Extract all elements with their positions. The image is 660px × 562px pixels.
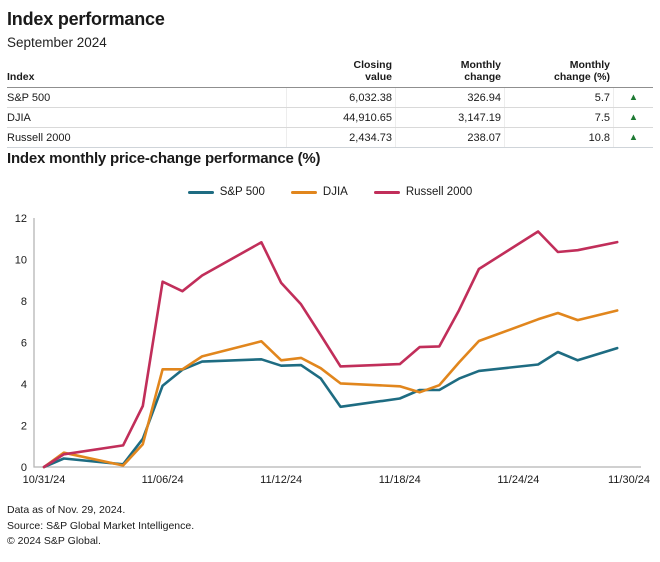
djia-line-swatch bbox=[290, 190, 317, 194]
monthly-change-cell: 238.07 bbox=[395, 128, 501, 147]
chart-legend: S&P 500 DJIA Russell 2000 bbox=[0, 186, 660, 198]
x-axis-tick-label: 11/24/24 bbox=[497, 474, 539, 486]
column-header-label: Monthly change (%) bbox=[554, 59, 610, 84]
header-line1: Monthly bbox=[569, 58, 610, 71]
direction-cell: ▲ bbox=[613, 108, 653, 127]
legend-item-russell2000: Russell 2000 bbox=[373, 186, 473, 198]
russell2000-line-swatch bbox=[373, 190, 400, 194]
column-header-index: Index bbox=[7, 57, 283, 87]
y-axis-tick-label: 8 bbox=[21, 296, 27, 308]
closing-value-cell: 2,434.73 bbox=[286, 128, 392, 147]
legend-item-sp500: S&P 500 bbox=[187, 186, 265, 198]
column-header-label: Index bbox=[7, 71, 35, 84]
page-subtitle: September 2024 bbox=[7, 35, 107, 50]
monthly-change-pct-cell: 5.7 bbox=[504, 88, 610, 107]
index-name-cell: DJIA bbox=[7, 111, 31, 124]
column-header-label: Closing value bbox=[354, 59, 393, 84]
footer-data-as-of: Data as of Nov. 29, 2024. bbox=[7, 504, 126, 516]
monthly-change-pct-cell: 10.8 bbox=[504, 128, 610, 147]
up-arrow-icon: ▲ bbox=[628, 91, 639, 103]
direction-cell: ▲ bbox=[613, 128, 653, 147]
y-axis-tick-label: 12 bbox=[15, 213, 27, 225]
x-axis-tick-label: 11/06/24 bbox=[142, 474, 184, 486]
footer: Data as of Nov. 29, 2024. Source: S&P Gl… bbox=[7, 503, 194, 550]
sp500-line-swatch bbox=[187, 190, 214, 194]
y-axis-tick-label: 6 bbox=[21, 338, 27, 350]
monthly-change-cell: 326.94 bbox=[395, 88, 501, 107]
up-arrow-icon: ▲ bbox=[628, 111, 639, 123]
y-axis-tick-label: 2 bbox=[21, 421, 27, 433]
monthly-change-cell: 3,147.19 bbox=[395, 108, 501, 127]
footer-copyright: © 2024 S&P Global. bbox=[7, 535, 101, 547]
index-name-cell: Russell 2000 bbox=[7, 131, 71, 144]
column-header-label: Monthly change bbox=[461, 59, 501, 84]
legend-label: Russell 2000 bbox=[405, 186, 473, 198]
column-header-monthly-change-pct: Monthly change (%) bbox=[504, 57, 610, 87]
table-row-russell2000: Russell 2000 2,434.73 238.07 10.8 ▲ bbox=[7, 128, 653, 148]
table-header-row: Index Closing value Monthly change Monthly… bbox=[7, 57, 653, 88]
x-axis-tick-label: 11/18/24 bbox=[379, 474, 421, 486]
header-line2: value bbox=[365, 71, 392, 84]
line-chart: 0 2 4 6 8 10 12 10/31/24 11/06/24 11/12/24 11/18/2… bbox=[15, 213, 650, 486]
table-row-sp500: S&P 500 6,032.38 326.94 5.7 ▲ bbox=[7, 88, 653, 108]
page-title: Index performance bbox=[7, 9, 165, 29]
series-line-russell2000 bbox=[42, 230, 619, 469]
header-line2: change bbox=[464, 71, 501, 84]
y-axis-tick-label: 4 bbox=[21, 379, 27, 391]
monthly-change-pct-cell: 7.5 bbox=[504, 108, 610, 127]
header-line2: change (%) bbox=[553, 71, 610, 84]
column-header-closing-value: Closing value bbox=[286, 57, 393, 87]
legend-item-djia: DJIA bbox=[290, 186, 348, 198]
x-axis-tick-label: 11/30/24 bbox=[608, 474, 650, 486]
x-axis-tick-label: 10/31/24 bbox=[23, 474, 66, 486]
footer-source: Source: S&P Global Market Intelligence. bbox=[7, 519, 195, 532]
y-axis-tick-label: 10 bbox=[15, 255, 27, 267]
index-name-cell: S&P 500 bbox=[7, 91, 51, 104]
series-line-sp500 bbox=[42, 346, 619, 469]
chart-title: Index monthly price-change performance (… bbox=[7, 150, 321, 167]
chart-axes bbox=[33, 218, 641, 468]
y-axis-tick-label: 0 bbox=[21, 462, 27, 474]
closing-value-cell: 44,910.65 bbox=[286, 108, 392, 127]
index-summary-table: Index Closing value Monthly change Monthly… bbox=[7, 57, 653, 148]
up-arrow-icon: ▲ bbox=[628, 131, 639, 143]
table-row-djia: DJIA 44,910.65 3,147.19 7.5 ▲ bbox=[7, 108, 653, 128]
column-header-monthly-change: Monthly change bbox=[395, 57, 501, 87]
legend-label: DJIA bbox=[322, 186, 348, 198]
direction-cell: ▲ bbox=[613, 88, 653, 107]
header-line1: Monthly bbox=[460, 58, 501, 71]
legend-label: S&P 500 bbox=[219, 186, 265, 198]
header-line1: Closing bbox=[353, 58, 393, 71]
closing-value-cell: 6,032.38 bbox=[286, 88, 392, 107]
series-line-djia bbox=[42, 309, 619, 469]
x-axis-tick-label: 11/12/24 bbox=[260, 474, 302, 486]
column-header-direction bbox=[613, 57, 653, 87]
